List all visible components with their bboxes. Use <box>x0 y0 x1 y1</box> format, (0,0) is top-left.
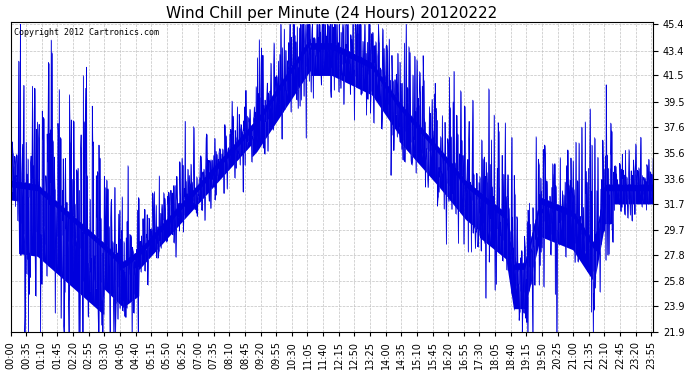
Title: Wind Chill per Minute (24 Hours) 20120222: Wind Chill per Minute (24 Hours) 2012022… <box>166 6 497 21</box>
Text: Copyright 2012 Cartronics.com: Copyright 2012 Cartronics.com <box>14 28 159 37</box>
